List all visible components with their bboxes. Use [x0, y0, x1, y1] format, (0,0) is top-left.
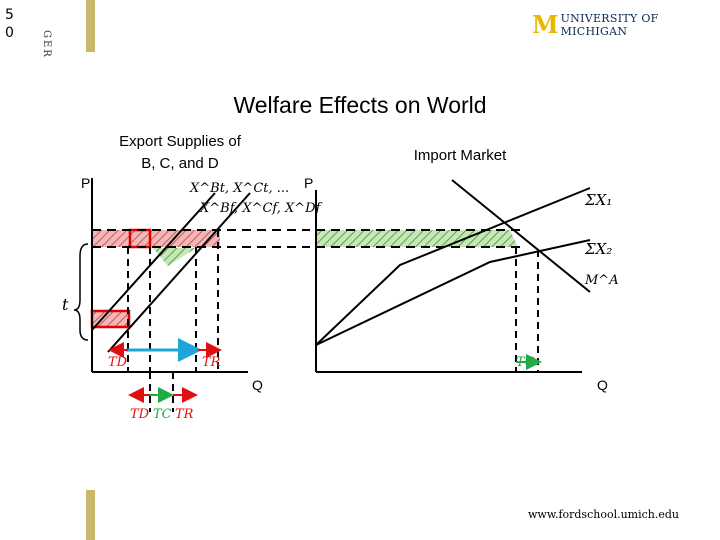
right-p-label: P [304, 175, 313, 191]
bottom-td-label: TD [130, 407, 150, 422]
university-name: UNIVERSITY OF MICHIGAN [560, 12, 659, 38]
slide-number-digit-2: 0 [5, 25, 14, 41]
welfare-loss-area-red [92, 230, 220, 247]
supply-curve-sum-x1 [315, 187, 591, 346]
tr-label: TR [202, 355, 221, 370]
left-p-label: P [81, 175, 90, 191]
welfare-area-green-right [316, 230, 518, 247]
gold-accent-bar-bottom [86, 490, 95, 540]
bottom-tr-label: TR [175, 407, 194, 422]
right-heading: Import Market [414, 147, 507, 164]
gold-accent-bar [86, 0, 95, 52]
university-logo: M UNIVERSITY OF MICHIGAN [532, 12, 720, 38]
curve-label-x1: ΣX₁ [584, 191, 612, 209]
supply-curve-free [107, 192, 251, 353]
left-heading-line2: B, C, and D [141, 155, 219, 172]
bottom-tc-label: TC [153, 407, 172, 422]
page-title: Welfare Effects on World [233, 92, 487, 118]
supply-curve-tariff [91, 192, 216, 331]
demand-label: M^A [584, 273, 619, 288]
td-label: TD [108, 355, 128, 370]
left-q-label: Q [252, 377, 263, 393]
curve-label-x2: ΣX₂ [584, 240, 612, 258]
tc-label: TC [516, 355, 535, 370]
slide-number-digit-1: 5 [5, 7, 14, 23]
supply-label-bottom: X^Bf, X^Cf, X^Df [199, 201, 323, 216]
tariff-label: t [62, 295, 69, 314]
slide-number: 5 0 [5, 6, 14, 42]
welfare-area-green-left [153, 248, 196, 266]
left-heading-line1: Export Supplies of [119, 133, 242, 150]
right-q-label: Q [597, 377, 608, 393]
tariff-brace [73, 243, 89, 341]
supply-label-top: X^Bt, X^Ct, ... [189, 181, 289, 196]
right-panel [315, 179, 591, 373]
left-panel [73, 178, 310, 412]
supply-curve-sum-x2 [315, 239, 591, 346]
footer-url[interactable]: www.fordschool.umich.edu [528, 508, 679, 521]
import-demand-curve [451, 179, 591, 293]
block-m-icon: M [532, 10, 559, 39]
